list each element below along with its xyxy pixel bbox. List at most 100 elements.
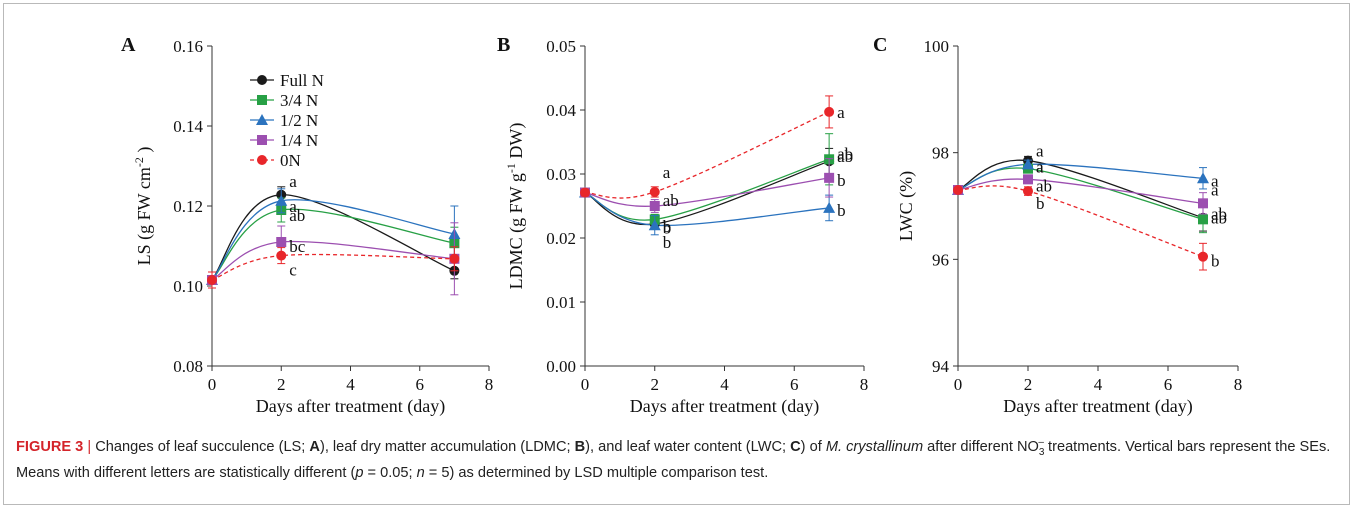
- data-point: [649, 201, 660, 211]
- y-axis-label-end: ): [134, 147, 155, 158]
- caption-p: p: [355, 464, 364, 481]
- data-point: [953, 185, 963, 195]
- data-point: [1197, 172, 1209, 184]
- y-tick-label: 0.03: [546, 165, 576, 184]
- y-tick-label: 0.01: [546, 293, 576, 312]
- series-line-4: [957, 185, 1204, 258]
- x-tick-label: 6: [416, 375, 425, 394]
- data-point: [1023, 174, 1033, 185]
- x-tick-label: 6: [1164, 375, 1173, 394]
- legend-label: 0N: [280, 151, 301, 170]
- data-point: [449, 253, 460, 264]
- data-point: [649, 186, 660, 197]
- significance-letter: a: [289, 172, 297, 191]
- y-axis-label: LWC (%): [896, 171, 917, 241]
- legend-label: 1/4 N: [280, 131, 318, 150]
- series-line-2: [211, 199, 455, 281]
- y-axis-label-main: LDMC (g FW g: [506, 173, 527, 289]
- series-line-3: [957, 178, 1204, 204]
- data-point: [580, 187, 590, 198]
- caption-text-6: treatments. Vertical bars represent the …: [16, 438, 1331, 481]
- caption-text-8: = 5) as determined by LSD multiple compa…: [424, 464, 769, 481]
- x-tick-label: 8: [1234, 375, 1243, 394]
- y-axis-label-main: LWC (%): [896, 171, 917, 241]
- data-point: [823, 201, 836, 213]
- significance-letter: a: [1036, 157, 1044, 176]
- significance-letter: b: [837, 171, 846, 190]
- significance-letter: a: [289, 197, 297, 216]
- x-tick-label: 8: [860, 375, 869, 394]
- x-tick-label: 6: [790, 375, 799, 394]
- caption-text-5: after different NO: [923, 438, 1039, 455]
- significance-letter: a: [1036, 142, 1044, 161]
- x-tick-label: 0: [208, 375, 217, 394]
- significance-letter: a: [1036, 158, 1044, 177]
- legend-label: 3/4 N: [280, 91, 318, 110]
- significance-letter: ab: [837, 147, 853, 166]
- caption-panel-b: B: [574, 438, 586, 455]
- caption-separator: |: [87, 438, 92, 455]
- significance-letter: b: [663, 233, 672, 252]
- significance-letter: bc: [289, 237, 306, 256]
- series-line-4: [584, 111, 830, 199]
- y-tick-label: 98: [932, 144, 949, 163]
- y-tick-label: 0.16: [173, 37, 203, 56]
- significance-letter: ab: [1211, 209, 1227, 228]
- panel-label: C: [873, 34, 887, 56]
- y-axis-label-end: DW): [506, 123, 527, 163]
- series-line-1: [211, 208, 455, 281]
- data-point: [275, 194, 288, 206]
- significance-letter: a: [837, 103, 845, 122]
- chart-panel-c: C 94 96 98 100 0 2 4 6 8 Days after treatment (day…: [873, 34, 1242, 417]
- y-axis-label: LDMC (g FW g-1 DW): [504, 123, 527, 290]
- chart-panel-a: A 0.08 0.10 0.12 0.14 0.16 0 2 4 6 8 Days after tre…: [121, 34, 493, 417]
- series-line-2: [584, 191, 830, 227]
- series-line-1: [957, 167, 1204, 220]
- caption-figure-label: FIGURE 3: [16, 438, 84, 455]
- y-axis-label: LS (g FW cm-2 ): [132, 147, 155, 266]
- data-point: [1198, 251, 1208, 262]
- y-tick-label: 0.02: [546, 229, 576, 248]
- series-line-3: [584, 177, 830, 207]
- x-axis-label: Days after treatment (day): [1003, 396, 1192, 417]
- significance-letter: b: [663, 218, 672, 237]
- series-line-4: [211, 253, 455, 281]
- caption-text-1: Changes of leaf succulence (LS;: [95, 438, 310, 455]
- data-point: [276, 237, 287, 247]
- data-point: [276, 250, 287, 261]
- significance-letter: c: [289, 261, 297, 280]
- y-axis-label-sup: -2: [132, 157, 146, 167]
- significance-letter: ab: [289, 206, 305, 225]
- data-point: [1198, 198, 1208, 209]
- caption-text-2: ), leaf dry matter accumulation (LDMC;: [319, 438, 575, 455]
- legend: Full N3/4 N1/2 N1/4 N0N: [250, 71, 324, 170]
- caption-text-3: ), and leaf water content (LWC;: [585, 438, 791, 455]
- x-tick-label: 4: [1094, 375, 1103, 394]
- data-point: [1023, 186, 1033, 197]
- data-point: [824, 172, 835, 183]
- series-line-0: [584, 160, 830, 226]
- series-line-0: [957, 159, 1204, 219]
- figure-frame: [3, 3, 1350, 505]
- legend-marker: [257, 135, 267, 145]
- y-tick-label: 0.00: [546, 357, 576, 376]
- series-line-3: [211, 240, 455, 281]
- significance-letter: ab: [837, 144, 853, 163]
- legend-marker: [256, 114, 268, 125]
- y-tick-label: 0.05: [546, 37, 576, 56]
- x-tick-label: 0: [954, 375, 963, 394]
- y-axis-label-sup: -1: [504, 163, 518, 173]
- legend-label: Full N: [280, 71, 324, 90]
- chart-panel-b: B 0.00 0.01 0.02 0.03 0.04 0.05 0 2 4 6 8 Days after…: [497, 34, 868, 417]
- x-tick-label: 2: [651, 375, 660, 394]
- data-point: [207, 275, 217, 285]
- y-tick-label: 0.08: [173, 357, 203, 376]
- y-tick-label: 0.04: [546, 101, 576, 120]
- caption-panel-c: C: [790, 438, 801, 455]
- series-line-1: [584, 158, 830, 221]
- caption-panel-a: A: [309, 438, 320, 455]
- significance-letter: ab: [1211, 204, 1227, 223]
- significance-letter: a: [663, 163, 671, 182]
- caption-text-7: = 0.05;: [363, 464, 417, 481]
- x-tick-label: 4: [720, 375, 729, 394]
